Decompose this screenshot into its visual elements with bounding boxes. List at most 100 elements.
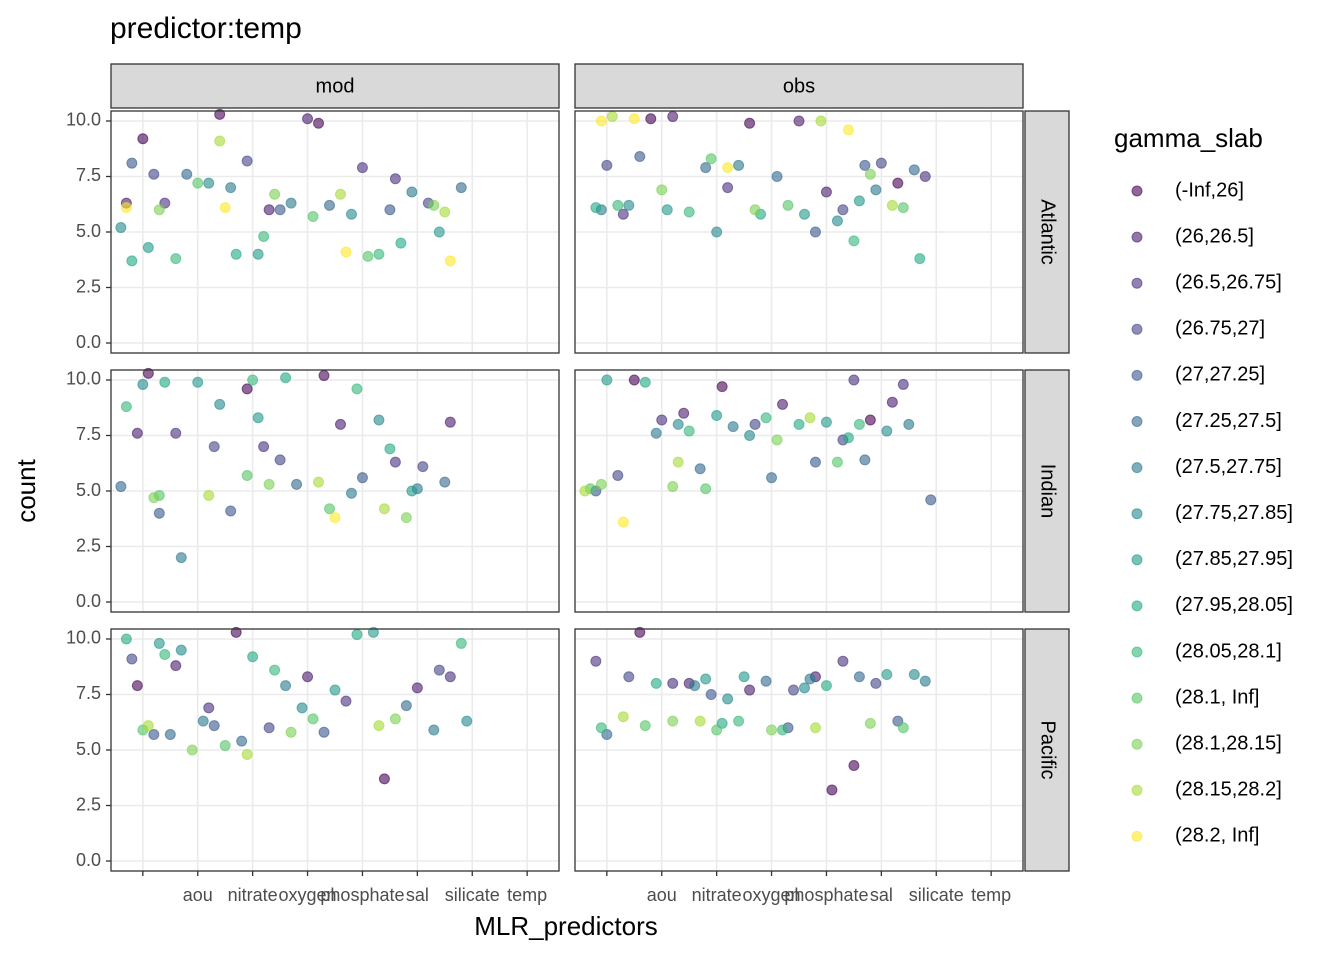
point	[606, 111, 618, 123]
point	[897, 378, 909, 390]
point	[667, 715, 679, 727]
point	[373, 720, 385, 732]
point	[749, 204, 761, 216]
point	[859, 159, 871, 171]
point	[203, 702, 215, 714]
legend-key	[1131, 462, 1143, 474]
point	[820, 416, 832, 428]
point	[334, 418, 346, 430]
y-tick-label: 0.0	[76, 332, 101, 352]
point	[749, 418, 761, 430]
point	[126, 157, 138, 169]
point	[175, 644, 187, 656]
legend-key	[1131, 784, 1143, 796]
point	[809, 722, 821, 734]
point	[274, 204, 286, 216]
point	[766, 472, 778, 484]
y-tick-label: 10.0	[66, 628, 101, 648]
point	[628, 374, 640, 386]
point	[886, 199, 898, 211]
legend-label: (28.1, Inf]	[1175, 686, 1260, 708]
point	[439, 476, 451, 488]
y-tick-label: 7.5	[76, 424, 101, 444]
point	[214, 398, 226, 410]
x-tick-label: nitrate	[228, 885, 278, 905]
legend-key	[1131, 323, 1143, 335]
legend-label: (27,27.25]	[1175, 364, 1265, 386]
point	[411, 682, 423, 694]
point	[777, 398, 789, 410]
point	[148, 728, 160, 740]
point	[919, 170, 931, 182]
point	[175, 552, 187, 564]
point	[318, 370, 330, 382]
legend-label: (26,26.5]	[1175, 225, 1254, 247]
point	[400, 512, 412, 524]
point	[351, 629, 363, 641]
x-tick-label: oxygen	[279, 885, 337, 905]
point	[815, 115, 827, 127]
legend-label: (28.2, Inf]	[1175, 825, 1260, 847]
point	[623, 199, 635, 211]
point	[263, 722, 275, 734]
point	[334, 188, 346, 200]
point	[848, 235, 860, 247]
point	[307, 210, 319, 222]
point	[120, 633, 132, 645]
point	[378, 773, 390, 785]
point	[428, 199, 440, 211]
point	[733, 715, 745, 727]
point	[153, 204, 165, 216]
point	[842, 124, 854, 136]
point	[760, 412, 772, 424]
point	[744, 117, 756, 129]
point	[831, 215, 843, 227]
point	[378, 503, 390, 515]
point	[203, 489, 215, 501]
point	[705, 688, 717, 700]
legend-key	[1131, 600, 1143, 612]
legend-label: (27.85,27.95]	[1175, 548, 1293, 570]
strip-label: obs	[783, 75, 815, 97]
point	[782, 199, 794, 211]
x-axis-title: MLR_predictors	[474, 911, 658, 941]
point	[634, 626, 646, 638]
point	[318, 726, 330, 738]
point	[711, 724, 723, 736]
point	[120, 401, 132, 413]
point	[700, 483, 712, 495]
strip-label: Pacific	[1037, 721, 1059, 780]
legend-key	[1131, 231, 1143, 243]
point	[142, 242, 154, 254]
point	[617, 711, 629, 723]
point	[914, 253, 926, 265]
point	[389, 713, 401, 725]
point	[875, 157, 887, 169]
point	[897, 722, 909, 734]
point	[159, 376, 171, 388]
legend-key	[1131, 738, 1143, 750]
point	[733, 159, 745, 171]
legend-key	[1131, 369, 1143, 381]
point	[853, 671, 865, 683]
point	[197, 715, 209, 727]
point	[340, 246, 352, 258]
point	[711, 226, 723, 238]
point	[455, 182, 467, 194]
point	[886, 396, 898, 408]
point	[433, 664, 445, 676]
x-tick-label: silicate	[445, 885, 500, 905]
point	[406, 186, 418, 198]
point	[694, 463, 706, 475]
point	[230, 626, 242, 638]
point	[809, 456, 821, 468]
strip	[574, 63, 1024, 109]
point	[903, 418, 915, 430]
y-tick-label: 10.0	[66, 369, 101, 389]
x-tick-label: aou	[183, 885, 213, 905]
point	[274, 454, 286, 466]
point	[881, 669, 893, 681]
point	[252, 412, 264, 424]
point	[853, 418, 865, 430]
point	[428, 724, 440, 736]
